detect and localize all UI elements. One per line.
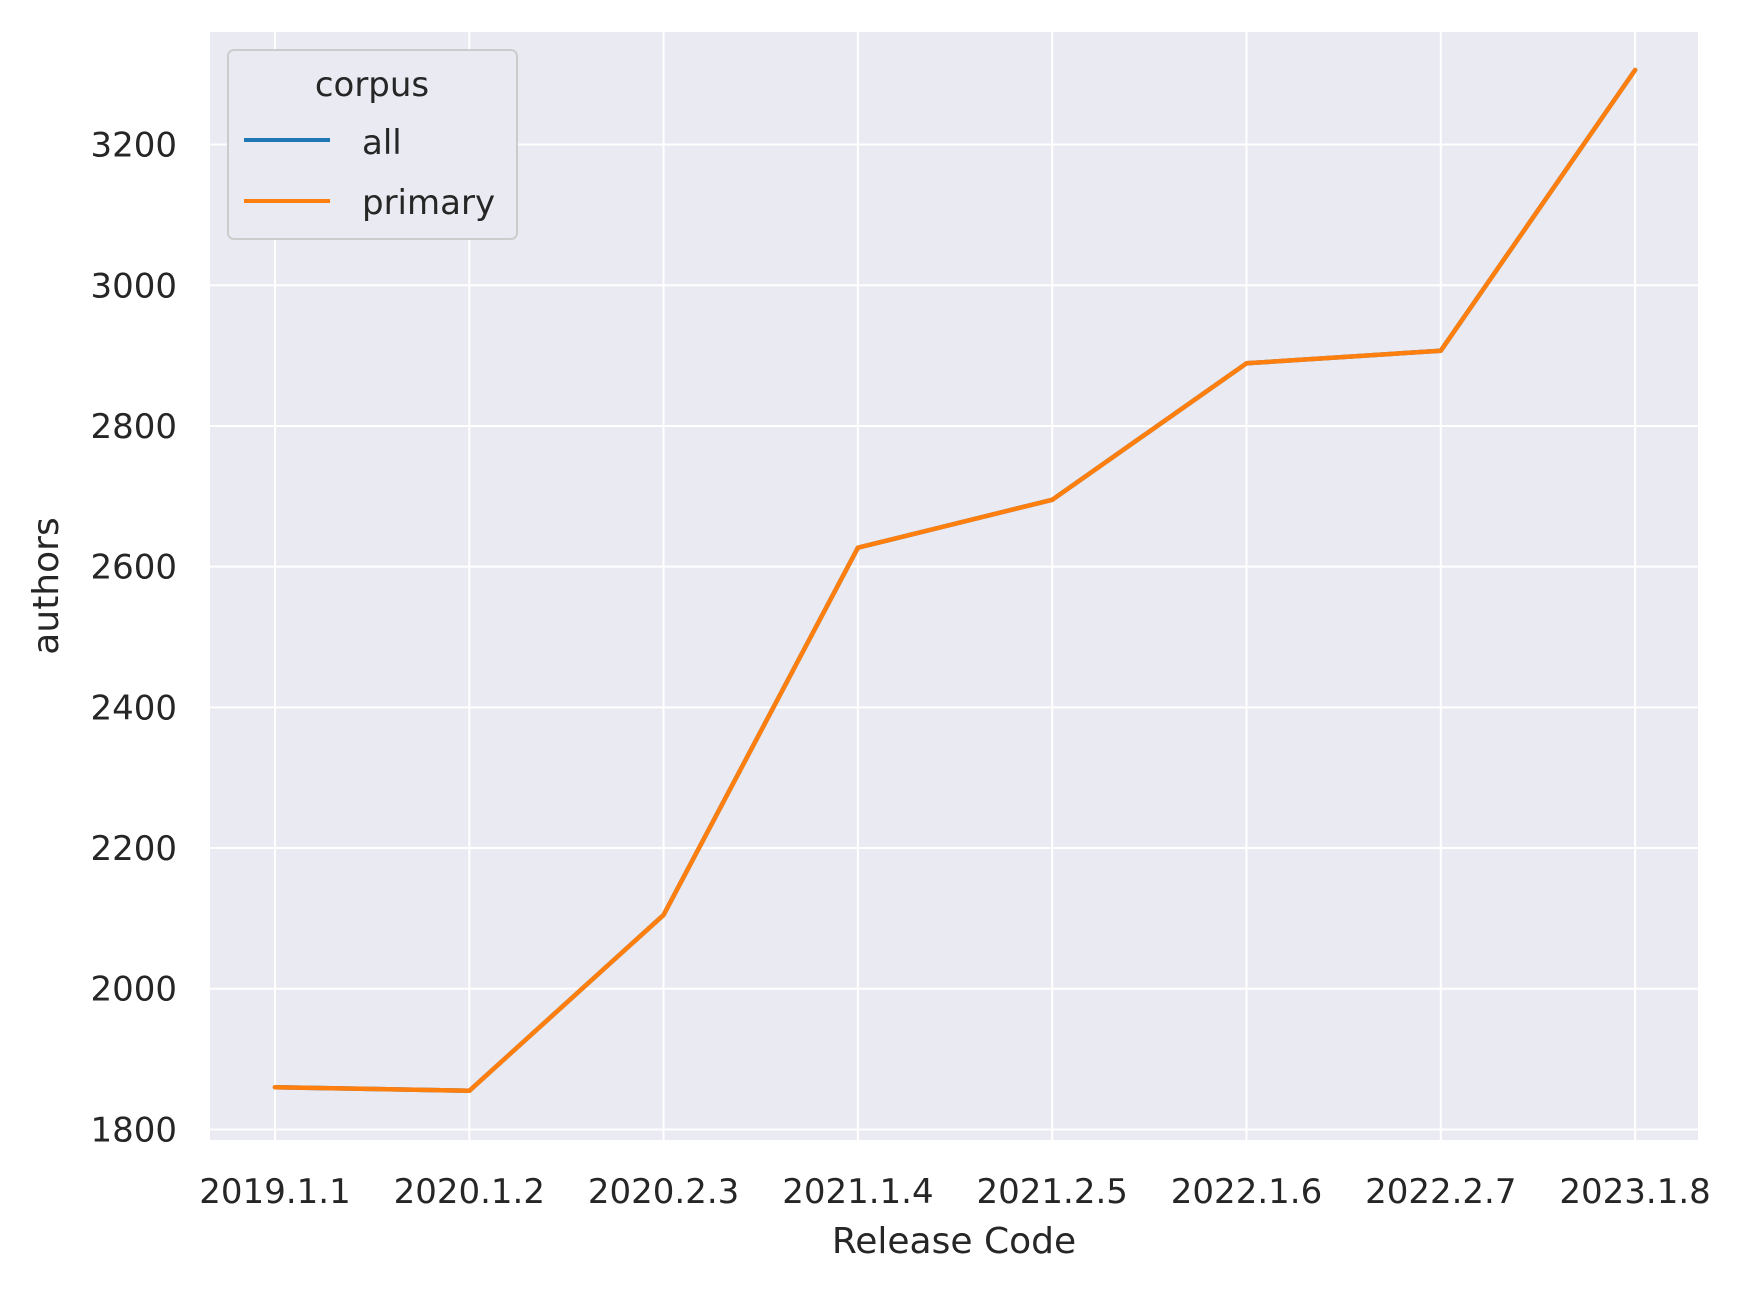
y-tick-label: 1800 (90, 1110, 177, 1150)
x-tick-label: 2020.2.3 (588, 1172, 739, 1212)
y-tick-label: 2400 (90, 688, 177, 728)
legend-label-all: all (362, 123, 402, 163)
x-tick-label: 2021.1.4 (782, 1172, 933, 1212)
x-tick-label: 2021.2.5 (976, 1172, 1127, 1212)
y-tick-label: 3200 (90, 126, 177, 166)
y-tick-label: 3000 (90, 266, 177, 306)
legend-label-primary: primary (362, 183, 495, 223)
y-tick-label: 2000 (90, 970, 177, 1010)
x-tick-label: 2019.1.1 (199, 1172, 350, 1212)
y-tick-label: 2800 (90, 407, 177, 447)
legend-title: corpus (315, 65, 429, 105)
x-tick-labels: 2019.1.1 2020.1.2 2020.2.3 2021.1.4 2021.2.5… (199, 1172, 1711, 1212)
x-tick-label: 2023.1.8 (1559, 1172, 1710, 1212)
y-axis-label: authors (26, 517, 67, 654)
y-tick-label: 2600 (90, 548, 177, 588)
x-axis-label: Release Code (832, 1221, 1076, 1262)
x-tick-label: 2022.2.7 (1365, 1172, 1516, 1212)
y-tick-label: 2200 (90, 829, 177, 869)
x-tick-label: 2020.1.2 (394, 1172, 545, 1212)
x-tick-label: 2022.1.6 (1171, 1172, 1322, 1212)
y-tick-labels: 1800 2000 2200 2400 2600 2800 3000 3200 (90, 126, 177, 1151)
legend: corpus all primary (228, 50, 517, 239)
